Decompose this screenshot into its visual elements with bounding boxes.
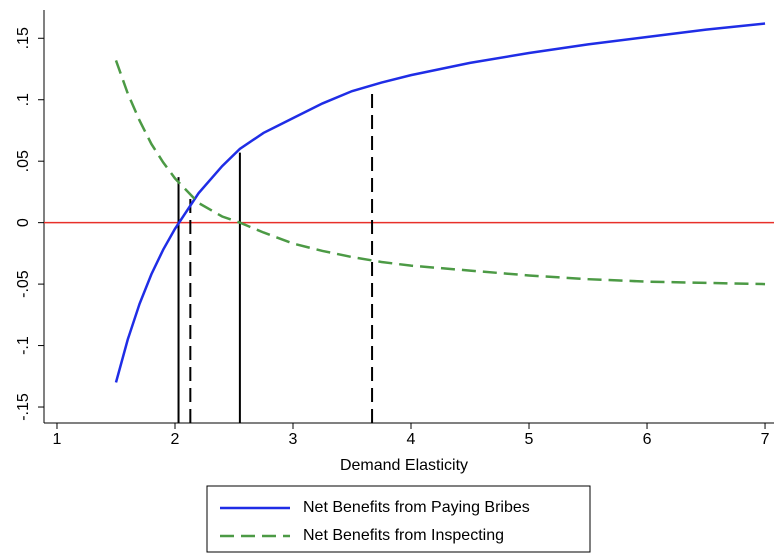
y-tick-label: .05: [15, 150, 32, 172]
x-tick-label: 2: [171, 431, 180, 448]
y-tick-label: -.15: [15, 393, 32, 421]
x-tick-label: 1: [53, 431, 62, 448]
y-tick-label: -.05: [15, 270, 32, 298]
series-line: [114, 22, 766, 383]
y-tick-label: .1: [15, 93, 32, 106]
x-tick-label: 7: [761, 431, 770, 448]
x-tick-label: 3: [289, 431, 298, 448]
x-tick-label: 6: [643, 431, 652, 448]
legend-label: Net Benefits from Paying Bribes: [303, 499, 530, 516]
x-tick-label: 5: [525, 431, 534, 448]
y-tick-label: 0: [15, 218, 32, 227]
legend-box: [206, 485, 591, 553]
x-tick-label: 4: [407, 431, 416, 448]
x-axis-title: Demand Elasticity: [340, 457, 468, 474]
series-line: [114, 59, 766, 286]
y-tick-label: .15: [15, 27, 32, 49]
legend-label: Net Benefits from Inspecting: [303, 527, 504, 544]
y-tick-label: -.1: [15, 336, 32, 355]
